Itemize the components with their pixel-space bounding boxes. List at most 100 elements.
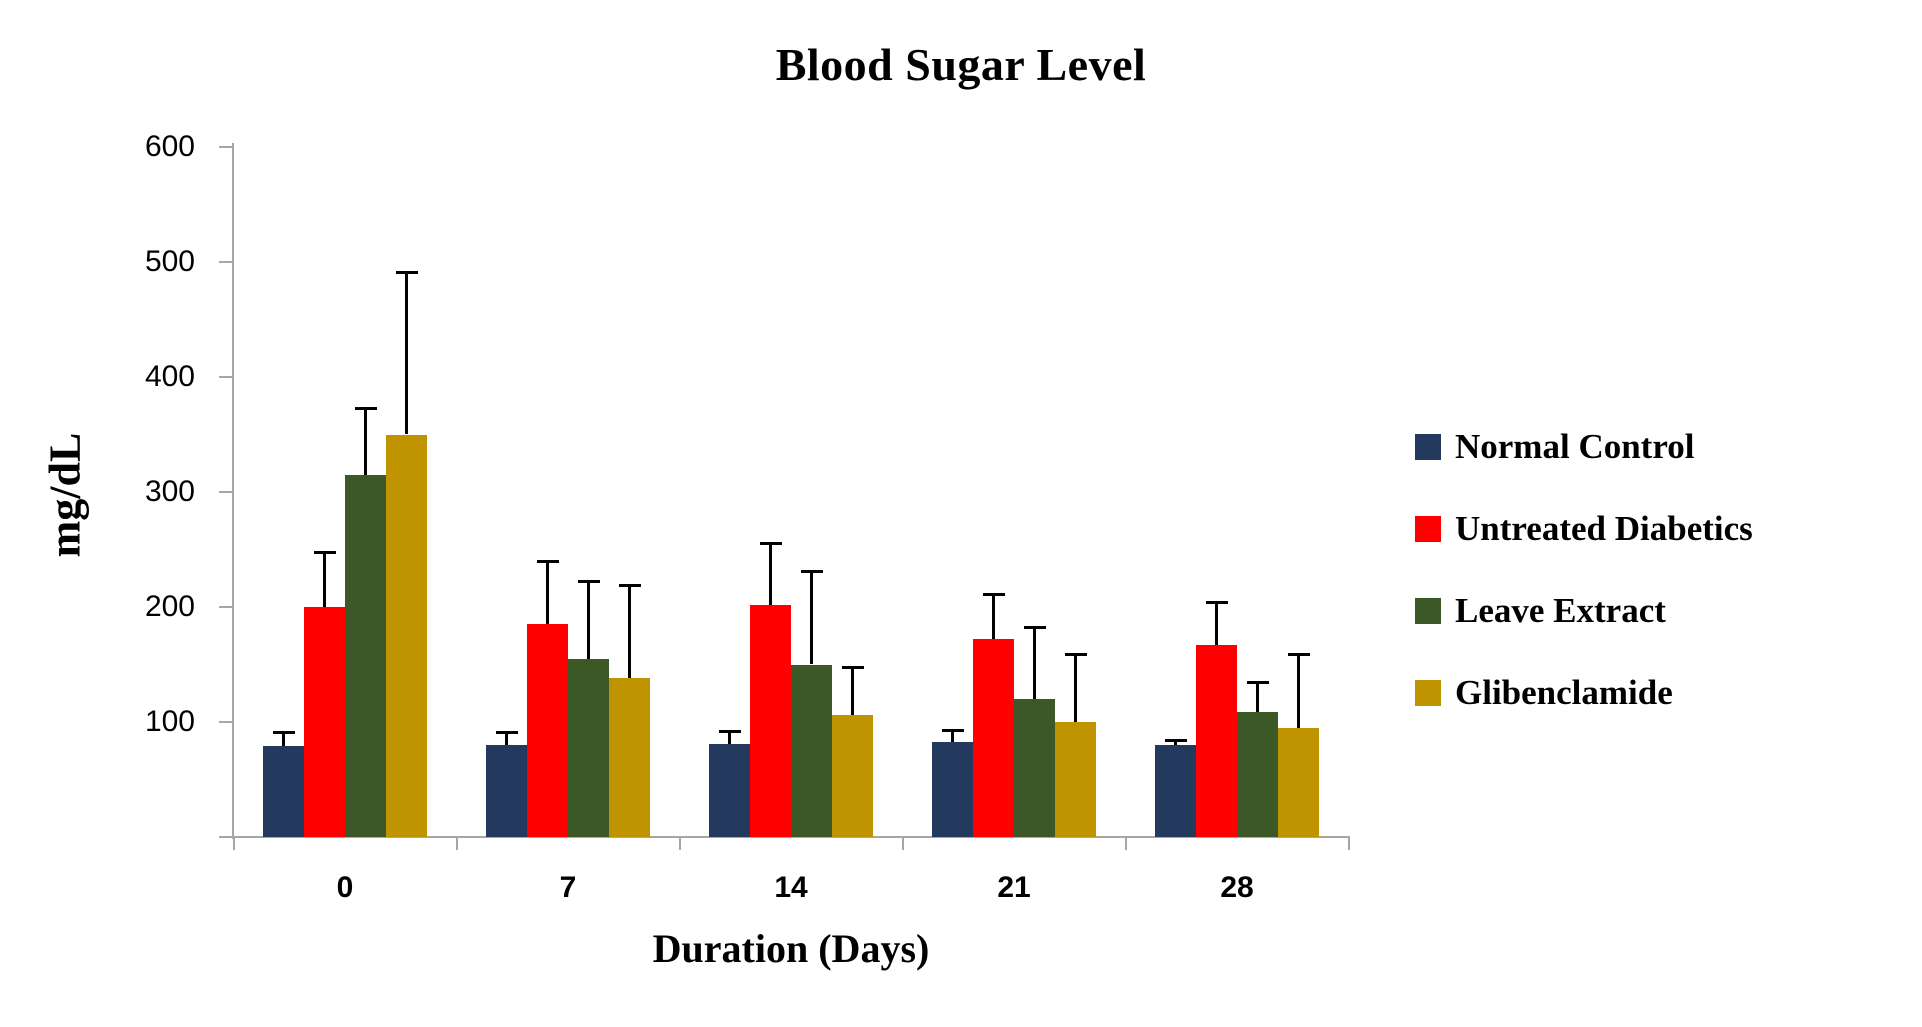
error-bar (810, 571, 813, 665)
x-category-label: 0 (336, 871, 354, 904)
x-tick (1124, 837, 1127, 850)
y-tick-label: 500 (144, 245, 195, 278)
bar-leave-extract-day-7 (568, 658, 609, 837)
error-bar (587, 581, 590, 659)
error-bar-cap (1064, 652, 1087, 656)
legend-item-normal-control: Normal Control (1415, 427, 1694, 467)
y-tick-label: 100 (144, 705, 195, 738)
x-tick (678, 837, 681, 850)
legend-label: Glibenclamide (1455, 673, 1673, 712)
error-bar (1174, 740, 1177, 745)
error-bar (1074, 654, 1077, 722)
error-bar (405, 272, 408, 435)
error-bar-cap (1205, 600, 1228, 604)
error-bar (728, 731, 731, 744)
error-bar (364, 408, 367, 475)
legend-swatch-leave-extract-icon (1415, 598, 1441, 624)
error-bar (1256, 682, 1259, 712)
legend-label: Untreated Diabetics (1455, 509, 1753, 548)
error-bar-cap (718, 729, 741, 733)
x-category-label: 28 (1220, 871, 1254, 904)
error-bar-cap (313, 551, 336, 555)
error-bar (951, 730, 954, 742)
x-tick (901, 837, 904, 850)
bar-leave-extract-day-28 (1237, 711, 1278, 837)
bar-normal-control-day-28 (1155, 745, 1196, 837)
error-bar-cap (841, 666, 864, 670)
legend-item-untreated-diabetics: Untreated Diabetics (1415, 509, 1753, 549)
x-tick (1347, 837, 1350, 850)
error-bar-cap (354, 406, 377, 410)
error-bar (546, 561, 549, 625)
error-bar-cap (577, 580, 600, 584)
legend-swatch-glibenclamide-icon (1415, 680, 1441, 706)
bar-untreated-diabetics-day-0 (304, 607, 345, 837)
error-bar-cap (1164, 738, 1187, 742)
bar-normal-control-day-7 (486, 745, 527, 837)
y-tick (219, 146, 233, 148)
x-axis-title: Duration (Days) (652, 926, 930, 971)
bar-glibenclamide-day-21 (1055, 722, 1096, 837)
error-bar-cap (536, 559, 559, 563)
error-bar-cap (1287, 652, 1310, 656)
x-category-label: 21 (997, 871, 1031, 904)
legend-swatch-untreated-diabetics-icon (1415, 516, 1441, 542)
bar-leave-extract-day-0 (345, 474, 386, 837)
x-category-label: 14 (774, 871, 808, 904)
error-bar (992, 594, 995, 640)
y-tick-label: 400 (144, 360, 195, 393)
bar-normal-control-day-21 (932, 741, 973, 837)
legend-item-leave-extract: Leave Extract (1415, 591, 1666, 631)
bar-glibenclamide-day-14 (832, 715, 873, 837)
error-bar-cap (495, 730, 518, 734)
error-bar (851, 667, 854, 716)
bar-untreated-diabetics-day-7 (527, 624, 568, 837)
bar-normal-control-day-0 (263, 746, 304, 837)
bar-leave-extract-day-21 (1014, 699, 1055, 837)
chart-title: Blood Sugar Level (775, 39, 1147, 90)
bar-normal-control-day-14 (709, 743, 750, 837)
y-tick (219, 376, 233, 378)
bar-untreated-diabetics-day-28 (1196, 644, 1237, 837)
x-category-label: 7 (559, 871, 577, 904)
error-bar-cap (982, 592, 1005, 596)
y-tick (219, 261, 233, 263)
error-bar-cap (1023, 626, 1046, 630)
legend-swatch-normal-control-icon (1415, 434, 1441, 460)
error-bar (1297, 654, 1300, 728)
y-tick (219, 836, 233, 838)
y-tick-label: 300 (144, 475, 195, 508)
legend-item-glibenclamide: Glibenclamide (1415, 673, 1673, 713)
error-bar (1215, 602, 1218, 645)
x-tick (455, 837, 458, 850)
bar-leave-extract-day-14 (791, 664, 832, 837)
bar-untreated-diabetics-day-14 (750, 604, 791, 837)
error-bar-cap (618, 583, 641, 587)
error-bar-cap (800, 569, 823, 573)
bar-glibenclamide-day-28 (1278, 727, 1319, 837)
error-bar (282, 732, 285, 747)
x-axis-line (219, 836, 1350, 838)
error-bar (769, 543, 772, 605)
error-bar (1033, 627, 1036, 699)
y-tick (219, 606, 233, 608)
y-tick (219, 491, 233, 493)
error-bar (505, 732, 508, 745)
error-bar (628, 585, 631, 679)
legend-label: Normal Control (1455, 427, 1695, 466)
legend-label: Leave Extract (1455, 591, 1666, 630)
y-tick-label: 200 (144, 590, 195, 623)
error-bar-cap (272, 730, 295, 734)
x-tick (232, 837, 235, 850)
error-bar (323, 552, 326, 607)
error-bar-cap (941, 728, 964, 732)
error-bar-cap (1246, 681, 1269, 685)
y-tick-label: 600 (144, 130, 195, 163)
error-bar-cap (395, 270, 418, 274)
bar-glibenclamide-day-0 (386, 434, 427, 837)
error-bar-cap (759, 542, 782, 546)
y-axis-title: mg/dL (40, 432, 90, 558)
bar-glibenclamide-day-7 (609, 678, 650, 837)
bar-untreated-diabetics-day-21 (973, 639, 1014, 837)
